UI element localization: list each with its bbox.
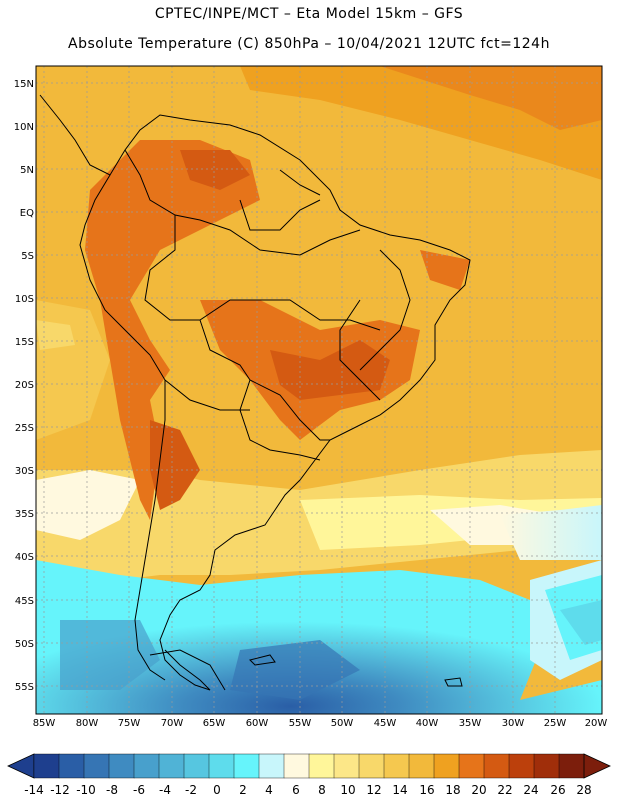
colorbar-swatch [483, 753, 510, 779]
lat-label: 55S [15, 682, 34, 693]
lon-label: 50W [331, 718, 354, 729]
colorbar-tick-label: 14 [392, 783, 407, 797]
colorbar-swatch [533, 753, 560, 779]
colorbar-tick-label: 24 [523, 783, 538, 797]
colorbar-min-arrow [7, 753, 35, 779]
lat-label: 20S [15, 380, 34, 391]
graticule-grid [36, 66, 602, 714]
colorbar-swatch [183, 753, 210, 779]
colorbar-swatch [558, 753, 585, 779]
colorbar-swatch [308, 753, 335, 779]
lat-label: 15N [14, 79, 34, 90]
colorbar-tick-label: -14 [24, 783, 44, 797]
colorbar-swatch [58, 753, 85, 779]
lon-label: 45W [374, 718, 397, 729]
colorbar-swatch [133, 753, 160, 779]
colorbar-tick-label: 4 [265, 783, 273, 797]
lon-label: 25W [544, 718, 567, 729]
colorbar-tick-label: -4 [159, 783, 171, 797]
lat-label: 5N [20, 165, 34, 176]
colorbar-tick-label: 0 [213, 783, 221, 797]
colorbar-tick-label: 22 [497, 783, 512, 797]
colorbar-swatch [458, 753, 485, 779]
colorbar-max-arrow [583, 753, 611, 779]
colorbar-tick-label: 26 [550, 783, 565, 797]
colorbar-swatch [233, 753, 260, 779]
colorbar-swatch [508, 753, 535, 779]
colorbar-swatch [108, 753, 135, 779]
colorbar-tick-label: 2 [239, 783, 247, 797]
lon-label: 60W [246, 718, 269, 729]
coastline-and-borders [39, 94, 471, 691]
colorbar-tick-label: 10 [340, 783, 355, 797]
lat-label: 10S [15, 294, 34, 305]
lat-label: 40S [15, 552, 34, 563]
lat-label: 10N [14, 122, 34, 133]
colorbar-tick-label: 18 [445, 783, 460, 797]
colorbar-swatch [283, 753, 310, 779]
colorbar-swatch [433, 753, 460, 779]
lon-label: 85W [33, 718, 56, 729]
lon-label: 30W [502, 718, 525, 729]
map-title-line-2: Absolute Temperature (C) 850hPa – 10/04/… [68, 36, 550, 52]
colorbar-tick-label: 20 [471, 783, 486, 797]
lat-label: 50S [15, 639, 34, 650]
colorbar-swatch [33, 753, 60, 779]
lon-label: 40W [416, 718, 439, 729]
lat-label: 15S [15, 337, 34, 348]
colorbar-tick-label: -6 [133, 783, 145, 797]
map-title-line-1: CPTEC/INPE/MCT – Eta Model 15km – GFS [154, 6, 464, 22]
colorbar-swatch [408, 753, 435, 779]
lon-label: 70W [161, 718, 184, 729]
colorbar-tick-label: 8 [318, 783, 326, 797]
colorbar-tick-label: 12 [366, 783, 381, 797]
colorbar-tick-label: -10 [76, 783, 96, 797]
lat-label: 45S [15, 596, 34, 607]
lon-label: 20W [585, 718, 608, 729]
lon-label: 35W [459, 718, 482, 729]
map-frame [35, 65, 603, 715]
colorbar-swatch [358, 753, 385, 779]
colorbar-swatch [83, 753, 110, 779]
lon-label: 75W [118, 718, 141, 729]
colorbar-tick-label: 16 [419, 783, 434, 797]
lat-label: EQ [20, 208, 34, 219]
colorbar-tick-label: -2 [185, 783, 197, 797]
colorbar-swatch [208, 753, 235, 779]
colorbar-swatch [383, 753, 410, 779]
colorbar-tick-label: 6 [292, 783, 300, 797]
colorbar-tick-label: -8 [106, 783, 118, 797]
colorbar-tick-label: -12 [50, 783, 70, 797]
lat-label: 35S [15, 509, 34, 520]
colorbar: -14 -12 -10 -8 -6 -4 -2 0 2 4 6 8 10 12 … [7, 753, 611, 797]
colorbar-swatch [258, 753, 285, 779]
colorbar-swatch [158, 753, 185, 779]
temperature-field [36, 66, 602, 714]
latitude-labels: 15N 10N 5N EQ 5S 10S 15S 20S 25S 30S 35S… [14, 79, 34, 693]
lon-label: 65W [203, 718, 226, 729]
lat-label: 5S [21, 251, 34, 262]
lon-label: 80W [76, 718, 99, 729]
lat-label: 25S [15, 423, 34, 434]
longitude-labels: 85W 80W 75W 70W 65W 60W 55W 50W 45W 40W … [33, 718, 608, 729]
lat-label: 30S [15, 466, 34, 477]
lon-label: 55W [289, 718, 312, 729]
colorbar-swatch [333, 753, 360, 779]
colorbar-tick-label: 28 [576, 783, 591, 797]
